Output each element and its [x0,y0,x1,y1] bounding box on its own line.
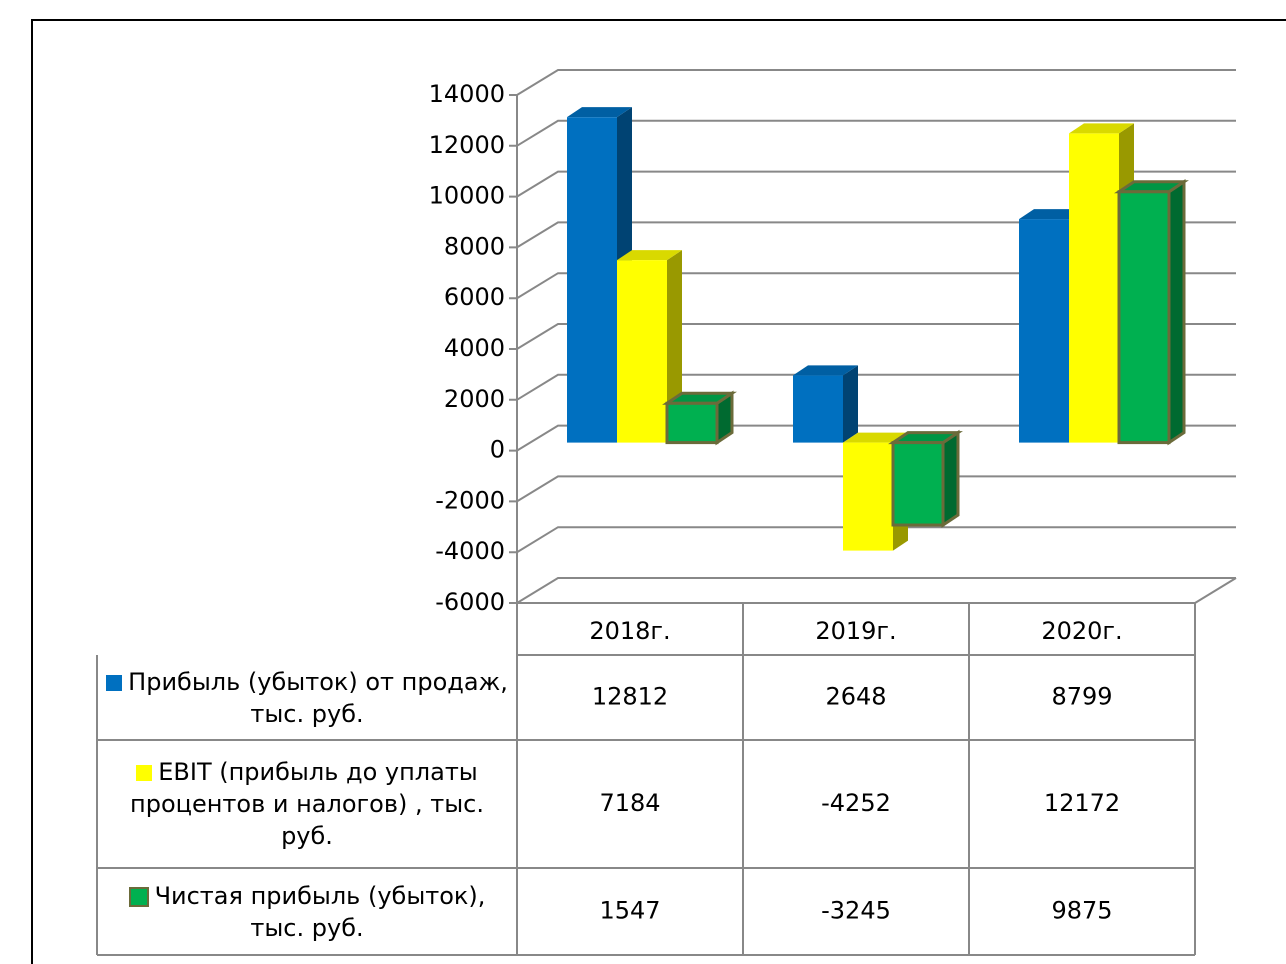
bar-side [1167,178,1186,446]
y-tick-label: 12000 [429,131,505,159]
y-tick-label: 0 [490,436,505,464]
x-tick-label: 2019г. [815,617,896,645]
legend-entry: Прибыль (убыток) от продаж, тыс. руб. [97,655,517,740]
x-tick-label: 2020г. [1041,617,1122,645]
table-value: 8799 [1051,683,1112,711]
legend-item: Чистая прибыль (убыток), тыс. руб. [97,868,517,955]
grid-line [509,424,1236,452]
grid-line [509,221,1236,249]
bar [1069,133,1119,443]
grid-line [509,323,1236,350]
bar-side [941,429,960,528]
table-value: 12172 [1044,789,1120,817]
y-tick-label: 4000 [444,334,505,362]
legend-entry: Чистая прибыль (убыток), тыс. руб. [97,868,517,955]
bar-side [843,365,858,443]
y-tick-label: -2000 [435,486,505,514]
table-value: 12812 [592,683,668,711]
y-tick-label: 2000 [444,385,505,413]
bar-top [843,432,908,443]
legend-swatch [136,765,153,781]
bar-top [793,365,858,376]
grid-line [509,119,1236,147]
legend-swatch [106,674,123,691]
y-tick-label: -4000 [435,537,505,565]
legend-item: Прибыль (убыток) от продаж, тыс. руб. [97,655,517,740]
bar-top [617,250,682,261]
bar [567,117,617,443]
legend-item: EBIT (прибыль до уплаты процентов и нало… [97,740,517,868]
bar [665,401,719,445]
legend-swatch [128,886,149,907]
y-tick-label: 8000 [444,232,505,260]
bar [843,442,893,551]
table-value: 1547 [599,897,660,925]
legend-label: EBIT (прибыль до уплаты процентов и нало… [130,758,484,850]
legend-label: Прибыль (убыток) от продаж, тыс. руб. [128,667,508,728]
grid-line [509,272,1236,300]
floor-edge [1194,577,1237,604]
grid-line [509,577,1236,604]
y-tick-label: 10000 [429,182,505,210]
bar [1019,219,1069,443]
grid-line [509,170,1236,198]
y-tick-label: 6000 [444,283,505,311]
bar-top [1019,209,1084,220]
table-value: 2648 [825,683,886,711]
bar [1117,190,1171,445]
table-value: -3245 [821,897,891,925]
grid-line [509,373,1236,401]
bar [793,375,843,443]
table-value: 7184 [599,789,660,817]
x-tick-label: 2018г. [589,617,670,645]
table-value: -4252 [821,789,891,817]
grid-line [509,69,1236,96]
table-value: 9875 [1051,897,1112,925]
legend-entry: EBIT (прибыль до уплаты процентов и нало… [97,740,517,868]
bar-top [1069,123,1134,134]
bar [617,260,667,443]
legend-label: Чистая прибыль (убыток), тыс. руб. [154,881,486,942]
y-tick-label: 14000 [429,80,505,108]
bar [891,441,945,527]
y-tick-label: -6000 [435,588,505,616]
bar-top [567,107,632,118]
